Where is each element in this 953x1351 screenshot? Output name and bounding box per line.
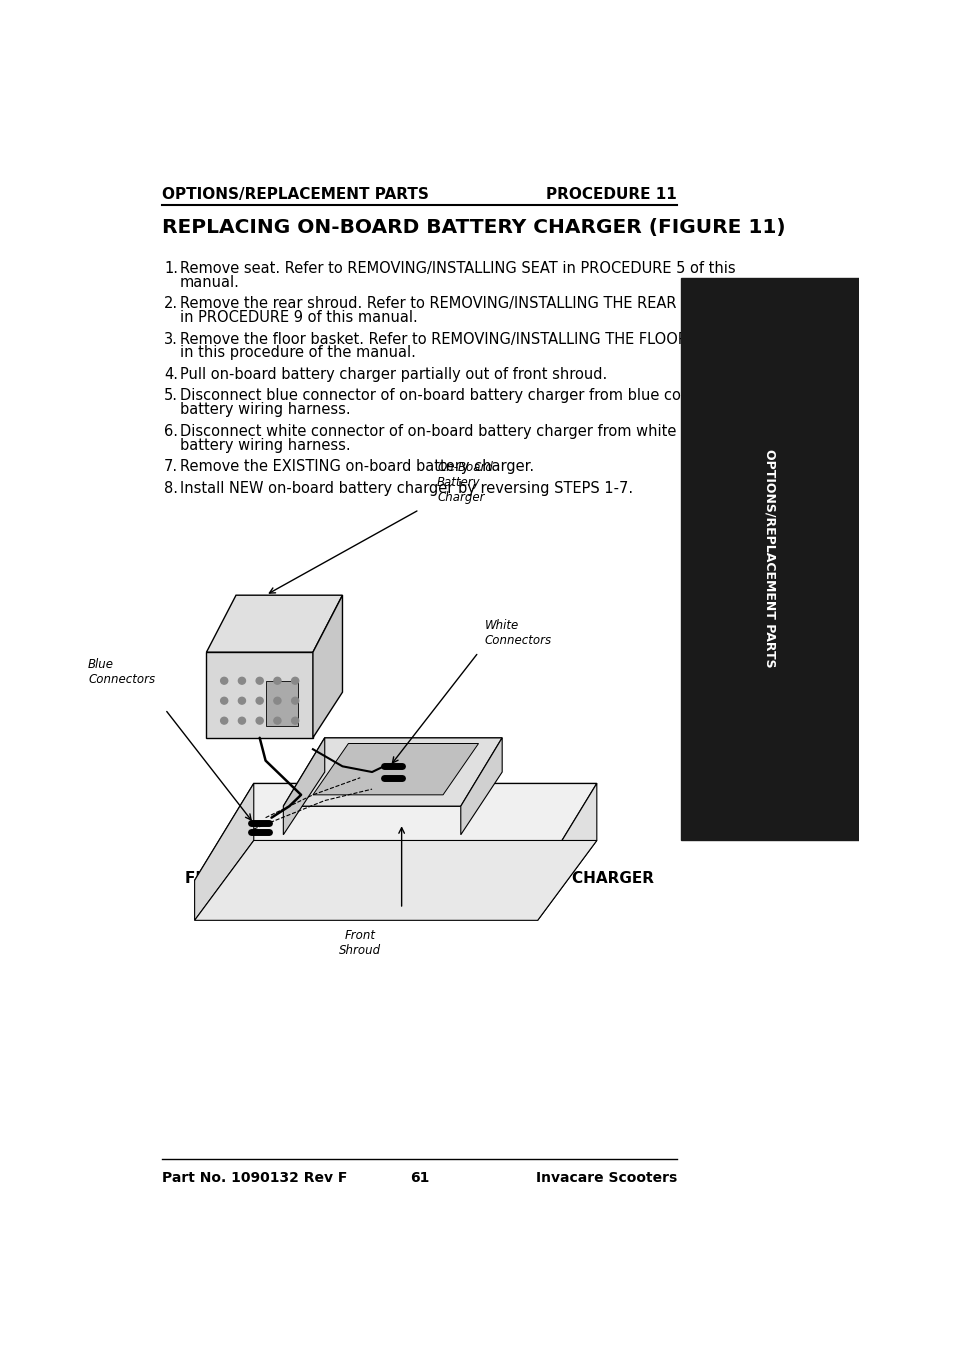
Text: 2.: 2.	[164, 296, 178, 311]
Text: Remove the EXISTING on-board battery charger.: Remove the EXISTING on-board battery cha…	[179, 459, 534, 474]
Text: in PROCEDURE 9 of this manual.: in PROCEDURE 9 of this manual.	[179, 309, 417, 326]
Circle shape	[220, 677, 228, 684]
Text: OPTIONS/REPLACEMENT PARTS: OPTIONS/REPLACEMENT PARTS	[162, 186, 428, 201]
Circle shape	[274, 717, 281, 724]
Text: FIGURE 11 - REPLACING ON-BOARD BATTERY CHARGER: FIGURE 11 - REPLACING ON-BOARD BATTERY C…	[185, 870, 654, 885]
Circle shape	[255, 697, 263, 704]
Text: Remove the floor basket. Refer to REMOVING/INSTALLING THE FLOOR BASKET: Remove the floor basket. Refer to REMOVI…	[179, 331, 748, 346]
Polygon shape	[283, 738, 324, 835]
Text: 8.: 8.	[164, 481, 178, 496]
Text: 1.: 1.	[164, 261, 178, 276]
Polygon shape	[537, 784, 597, 920]
Text: battery wiring harness.: battery wiring harness.	[179, 438, 350, 453]
Text: in this procedure of the manual.: in this procedure of the manual.	[179, 346, 416, 361]
Circle shape	[220, 697, 228, 704]
Circle shape	[292, 717, 298, 724]
Text: Blue
Connectors: Blue Connectors	[88, 658, 155, 686]
Text: battery wiring harness.: battery wiring harness.	[179, 403, 350, 417]
Text: 3.: 3.	[164, 331, 178, 346]
Text: Disconnect white connector of on-board battery charger from white connector of: Disconnect white connector of on-board b…	[179, 424, 772, 439]
Polygon shape	[313, 743, 478, 794]
Polygon shape	[194, 784, 253, 920]
Polygon shape	[206, 596, 342, 653]
Circle shape	[274, 677, 281, 684]
Polygon shape	[283, 738, 501, 807]
Polygon shape	[206, 653, 313, 738]
Polygon shape	[313, 596, 342, 738]
Circle shape	[292, 677, 298, 684]
Text: manual.: manual.	[179, 274, 239, 289]
Bar	[680, 277, 858, 840]
Text: Install NEW on-board battery charger by reversing STEPS 1-7.: Install NEW on-board battery charger by …	[179, 481, 632, 496]
Text: White
Connectors: White Connectors	[484, 619, 551, 647]
Text: PROCEDURE 11: PROCEDURE 11	[546, 186, 677, 201]
Text: Pull on-board battery charger partially out of front shroud.: Pull on-board battery charger partially …	[179, 367, 606, 382]
Text: Part No. 1090132 Rev F: Part No. 1090132 Rev F	[162, 1171, 347, 1185]
Text: On-Board
Battery
Charger: On-Board Battery Charger	[436, 461, 493, 504]
Text: 7.: 7.	[164, 459, 178, 474]
Text: OPTIONS/REPLACEMENT PARTS: OPTIONS/REPLACEMENT PARTS	[762, 450, 776, 667]
Circle shape	[292, 697, 298, 704]
Circle shape	[238, 717, 245, 724]
Text: 6.: 6.	[164, 424, 178, 439]
Text: Disconnect blue connector of on-board battery charger from blue connector of: Disconnect blue connector of on-board ba…	[179, 389, 755, 404]
Circle shape	[255, 677, 263, 684]
Polygon shape	[194, 840, 597, 920]
Circle shape	[274, 697, 281, 704]
Text: Invacare Scooters: Invacare Scooters	[536, 1171, 677, 1185]
Text: Remove the rear shroud. Refer to REMOVING/INSTALLING THE REAR SHROUD: Remove the rear shroud. Refer to REMOVIN…	[179, 296, 744, 311]
Text: REPLACING ON-BOARD BATTERY CHARGER (FIGURE 11): REPLACING ON-BOARD BATTERY CHARGER (FIGU…	[162, 218, 784, 236]
Text: Remove seat. Refer to REMOVING/INSTALLING SEAT in PROCEDURE 5 of this: Remove seat. Refer to REMOVING/INSTALLIN…	[179, 261, 735, 276]
Polygon shape	[194, 784, 597, 881]
Polygon shape	[460, 738, 501, 835]
Circle shape	[220, 717, 228, 724]
Circle shape	[238, 677, 245, 684]
Text: Front
Shroud: Front Shroud	[339, 929, 381, 957]
Circle shape	[238, 697, 245, 704]
Bar	[265, 681, 297, 727]
Text: 5.: 5.	[164, 389, 178, 404]
Circle shape	[255, 717, 263, 724]
Text: 4.: 4.	[164, 367, 178, 382]
Text: 61: 61	[410, 1171, 429, 1185]
